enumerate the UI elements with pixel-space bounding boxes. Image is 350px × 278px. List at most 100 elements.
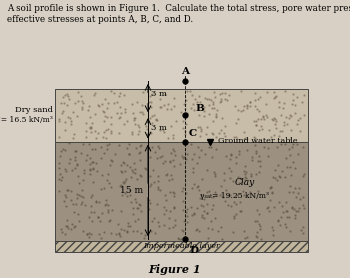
- Point: [74, 162, 79, 166]
- Point: [257, 154, 262, 158]
- Point: [219, 237, 225, 241]
- Point: [58, 178, 64, 182]
- Point: [212, 170, 217, 175]
- Point: [183, 110, 189, 115]
- Point: [134, 206, 139, 211]
- Point: [268, 135, 274, 139]
- Point: [87, 125, 93, 130]
- Point: [56, 166, 62, 170]
- Point: [156, 187, 161, 191]
- Point: [156, 224, 161, 228]
- Point: [155, 118, 160, 123]
- Point: [152, 149, 158, 154]
- Point: [96, 104, 102, 108]
- Point: [214, 147, 219, 151]
- Point: [253, 143, 258, 147]
- Point: [289, 127, 294, 132]
- Point: [166, 215, 172, 220]
- Point: [269, 191, 274, 195]
- Point: [247, 103, 253, 108]
- Point: [197, 100, 203, 104]
- Point: [287, 164, 293, 169]
- Point: [218, 128, 224, 132]
- Point: [69, 168, 75, 172]
- Point: [64, 92, 70, 97]
- Point: [65, 115, 71, 120]
- Point: [242, 164, 248, 168]
- Point: [62, 192, 68, 197]
- Point: [197, 133, 202, 138]
- Point: [209, 131, 215, 135]
- Point: [80, 142, 86, 146]
- Point: [237, 176, 243, 181]
- Point: [300, 202, 306, 207]
- Point: [191, 212, 197, 216]
- Point: [183, 168, 188, 173]
- Point: [79, 99, 85, 103]
- Point: [182, 102, 188, 106]
- Point: [240, 108, 246, 112]
- Point: [194, 227, 199, 232]
- Point: [296, 186, 302, 190]
- Point: [172, 153, 178, 157]
- Point: [279, 128, 285, 133]
- Point: [137, 203, 143, 207]
- Point: [253, 119, 259, 124]
- Point: [116, 230, 122, 235]
- Point: [244, 137, 249, 141]
- Point: [104, 147, 110, 152]
- Point: [190, 166, 196, 170]
- Bar: [55, 142, 308, 241]
- Point: [213, 114, 218, 119]
- Point: [181, 186, 186, 190]
- Point: [250, 155, 255, 159]
- Point: [298, 115, 303, 120]
- Point: [210, 101, 216, 106]
- Point: [252, 104, 258, 108]
- Point: [242, 136, 248, 140]
- Point: [209, 155, 215, 160]
- Point: [208, 97, 214, 102]
- Point: [171, 191, 177, 196]
- Point: [300, 174, 306, 178]
- Point: [284, 200, 289, 205]
- Point: [116, 131, 122, 135]
- Point: [164, 107, 169, 111]
- Point: [87, 162, 93, 166]
- Point: [292, 186, 298, 190]
- Point: [114, 111, 120, 116]
- Point: [196, 145, 201, 149]
- Point: [138, 174, 144, 178]
- Point: [130, 102, 135, 106]
- Point: [94, 169, 99, 173]
- Point: [241, 136, 247, 141]
- Point: [258, 237, 264, 241]
- Point: [105, 207, 110, 212]
- Point: [72, 149, 78, 154]
- Point: [122, 110, 128, 115]
- Point: [117, 183, 122, 188]
- Point: [264, 90, 270, 94]
- Point: [127, 165, 133, 169]
- Point: [210, 106, 215, 110]
- Point: [94, 160, 99, 165]
- Point: [199, 215, 205, 219]
- Point: [190, 101, 196, 106]
- Point: [228, 176, 233, 180]
- Point: [276, 105, 282, 109]
- Point: [202, 152, 208, 157]
- Point: [228, 203, 233, 208]
- Point: [250, 157, 255, 162]
- Point: [128, 175, 134, 179]
- Point: [122, 168, 127, 173]
- Point: [140, 90, 146, 95]
- Point: [208, 219, 213, 223]
- Point: [236, 149, 242, 153]
- Point: [105, 143, 110, 147]
- Point: [184, 110, 190, 115]
- Point: [257, 127, 262, 132]
- Point: [99, 173, 105, 177]
- Point: [288, 114, 294, 118]
- Point: [93, 147, 98, 151]
- Point: [122, 190, 128, 195]
